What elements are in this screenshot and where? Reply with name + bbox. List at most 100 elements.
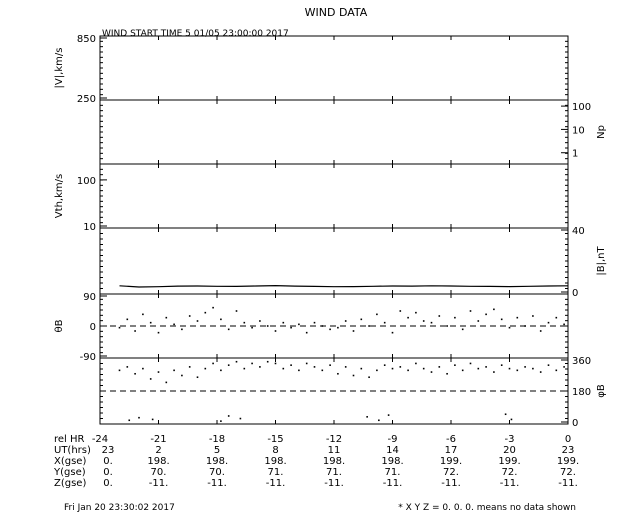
y-tick-label-phi-2: 0: [572, 418, 578, 429]
table-cell-0-3: 8: [272, 445, 278, 456]
data-point-phi-0-37: [407, 369, 409, 372]
y-axis-label-speed: |V|,km/s: [54, 48, 65, 89]
data-point-phi-0-27: [329, 364, 331, 366]
panel-theta: 90 0 -90 θB: [54, 292, 569, 363]
data-point-theta-0-45: [469, 310, 472, 312]
data-point-phi-0-34: [383, 364, 386, 366]
table-cell-3-7: -11.: [500, 478, 520, 489]
data-point-phi-0-49: [500, 364, 503, 366]
panel-frame-bmag: [99, 227, 569, 295]
data-point-theta-0-38: [415, 311, 417, 314]
data-point-theta-0-43: [454, 316, 456, 319]
data-point-phi-0-17: [251, 362, 253, 365]
data-point-phi-0-3: [142, 367, 144, 370]
data-point-phi-0-28: [337, 372, 339, 375]
data-point-theta-0-27: [329, 328, 331, 331]
table-cell-3-4: -11.: [324, 478, 344, 489]
y-tick-label-density-2: 1: [572, 149, 578, 160]
data-point-theta-0-23: [298, 323, 300, 326]
data-point-theta-0-52: [524, 325, 526, 327]
data-point-theta-0-55: [547, 321, 550, 324]
y-tick-label-theta-1: 0: [90, 322, 96, 333]
data-point-theta-0-22: [290, 326, 292, 329]
data-point-phi-0-40: [430, 371, 433, 373]
table-cell-0-4: 11: [328, 445, 341, 456]
data-point-theta-0-48: [493, 308, 495, 311]
data-point-theta-0-2: [134, 330, 136, 332]
table-cell-2-4: 71.: [326, 467, 342, 478]
data-point-theta-0-24: [305, 331, 308, 334]
data-point-phi-1-3: [220, 420, 222, 422]
data-point-phi-0-7: [173, 369, 175, 372]
panel-bmag: 40 0 |B|,nT: [99, 226, 607, 299]
table-cell-1-6: 199.: [440, 456, 462, 467]
data-point-phi-0-16: [243, 367, 246, 370]
x-tick-label-7: -3: [505, 434, 515, 445]
data-point-phi-1-8: [387, 414, 390, 416]
data-point-phi-1-0: [128, 419, 131, 422]
panel-thermal: 100 10 Vth,km/s: [54, 163, 569, 233]
data-point-phi-0-19: [266, 360, 269, 363]
panel-density: 100 10 1 Np: [99, 99, 607, 165]
table-cell-1-8: 199.: [557, 456, 579, 467]
data-point-theta-0-0: [118, 326, 121, 329]
data-point-theta-0-42: [446, 325, 448, 327]
x-tick-label-4: -12: [326, 434, 342, 445]
data-point-theta-0-51: [516, 316, 519, 319]
data-point-phi-0-12: [212, 362, 214, 365]
panel-frame-thermal: [99, 163, 569, 229]
data-point-phi-0-31: [360, 367, 363, 370]
series-line-bmag-0: [119, 284, 569, 288]
x-axis-label: rel HR: [54, 434, 85, 445]
data-point-phi-0-15: [235, 360, 238, 363]
data-point-phi-0-14: [227, 364, 230, 366]
data-point-theta-0-13: [220, 318, 222, 321]
y-tick-label-density-0: 100: [572, 102, 591, 113]
data-point-phi-0-20: [274, 362, 277, 365]
table-cell-2-1: 70.: [151, 467, 167, 478]
data-point-phi-0-2: [134, 372, 136, 375]
x-tick-label-1: -21: [150, 434, 166, 445]
table-cell-0-1: 2: [155, 445, 161, 456]
table-cell-2-3: 71.: [268, 467, 284, 478]
x-axis-group: rel HR -24 -21 -18 -15 -12 -9 -6 -3 0 UT(hrs) 23 2 5 8…: [53, 434, 579, 489]
y-axis-label-density: Np: [596, 125, 607, 139]
data-point-phi-0-56: [555, 369, 558, 372]
data-point-phi-1-4: [227, 415, 230, 417]
data-point-phi-0-51: [516, 369, 519, 372]
table-cell-0-2: 5: [214, 445, 220, 456]
data-point-theta-0-15: [235, 310, 238, 312]
data-point-phi-0-6: [165, 381, 168, 384]
data-point-phi-0-42: [446, 372, 448, 375]
table-cell-3-8: -11.: [558, 478, 578, 489]
data-point-phi-0-36: [399, 366, 402, 368]
data-point-theta-0-39: [422, 320, 425, 322]
data-point-phi-0-32: [368, 376, 370, 379]
data-point-theta-0-31: [360, 318, 363, 321]
data-point-phi-1-2: [151, 418, 154, 421]
table-cell-2-8: 72.: [560, 467, 576, 478]
data-point-phi-0-48: [493, 371, 495, 373]
table-cell-1-5: 198.: [381, 456, 403, 467]
data-point-phi-0-52: [524, 366, 526, 368]
data-point-theta-0-11: [204, 311, 207, 314]
table-cell-1-1: 198.: [147, 456, 169, 467]
data-point-theta-0-46: [477, 320, 480, 322]
table-cell-3-5: -11.: [383, 478, 403, 489]
data-point-theta-0-25: [313, 321, 316, 324]
start-time-label: WIND START TIME 5 01/05 23:00:00 2017: [102, 29, 289, 39]
data-point-phi-0-54: [539, 371, 542, 373]
data-point-theta-0-53: [532, 315, 534, 317]
table-cell-2-6: 72.: [443, 467, 459, 478]
data-point-theta-0-36: [399, 310, 402, 312]
data-point-phi-0-47: [485, 366, 487, 368]
data-point-phi-0-44: [461, 369, 464, 372]
data-point-theta-0-4: [149, 321, 152, 324]
data-point-phi-0-50: [508, 367, 511, 370]
data-point-theta-0-49: [500, 318, 503, 321]
panel-frame-speed: [99, 35, 569, 101]
data-point-phi-0-45: [469, 362, 472, 365]
data-point-phi-1-1: [138, 416, 140, 419]
table-row-label-1: X(gse): [54, 456, 86, 467]
data-point-theta-0-33: [376, 313, 378, 316]
